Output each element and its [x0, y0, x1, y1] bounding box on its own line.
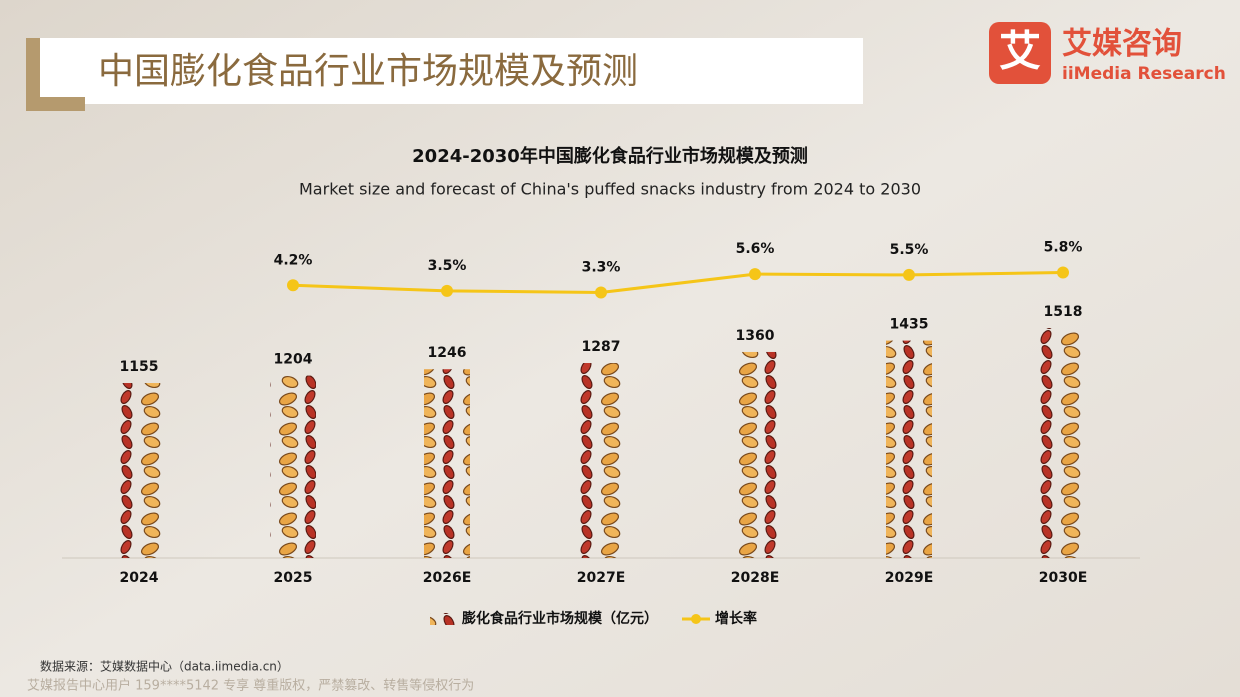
- growth-point: [903, 268, 915, 281]
- x-tick-label: 2028E: [731, 570, 780, 586]
- data-label: 3.3%: [582, 259, 621, 275]
- header-title: 中国膨化食品行业市场规模及预测: [98, 51, 638, 92]
- growth-point: [749, 268, 761, 281]
- header-corner: [26, 38, 85, 111]
- bar: [116, 383, 162, 558]
- data-label: 1518: [1044, 304, 1083, 320]
- x-tick-label: 2026E: [423, 570, 472, 586]
- x-tick-label: 2024: [120, 570, 159, 586]
- data-label: 3.5%: [428, 258, 467, 274]
- watermark: 艾媒报告中心用户 159****5142 专享 尊重版权，严禁篡改、转售等侵权行…: [27, 678, 474, 694]
- data-label: 1287: [582, 339, 621, 355]
- data-label: 4.2%: [274, 252, 313, 268]
- data-label: 1155: [120, 359, 159, 375]
- growth-point: [1057, 266, 1069, 279]
- legend-icon: [430, 613, 456, 625]
- legend-icon: [691, 614, 701, 624]
- data-label: 5.5%: [890, 242, 929, 258]
- growth-point: [595, 286, 607, 299]
- source: 数据来源：艾媒数据中心（data.iimedia.cn）: [40, 659, 289, 674]
- logo-english: iiMedia Research: [1062, 64, 1226, 84]
- chart-title: 2024-2030年中国膨化食品行业市场规模及预测: [412, 145, 808, 167]
- x-tick-label: 2025: [274, 570, 313, 586]
- growth-point: [441, 284, 453, 297]
- header-band: [33, 38, 863, 104]
- bar: [886, 340, 932, 558]
- chart-subtitle: Market size and forecast of China's puff…: [299, 180, 921, 199]
- growth-point: [287, 279, 299, 292]
- data-label: 1246: [428, 345, 467, 361]
- bar: [1040, 328, 1086, 558]
- bar: [270, 375, 316, 558]
- growth-line: [292, 271, 1064, 294]
- logo-name: 艾媒咨询: [1062, 27, 1182, 62]
- bar: [732, 351, 778, 558]
- x-tick-label: 2030E: [1039, 570, 1088, 586]
- logo-mark: 艾: [999, 27, 1041, 76]
- data-label: 1204: [274, 352, 313, 368]
- logo-box: [989, 22, 1051, 84]
- x-tick-label: 2029E: [885, 570, 934, 586]
- legend-label: 增长率: [715, 610, 757, 627]
- data-label: 1360: [736, 328, 775, 344]
- bar: [424, 369, 470, 558]
- data-label: 1435: [890, 317, 929, 333]
- data-label: 5.8%: [1044, 240, 1083, 256]
- data-label: 5.6%: [736, 241, 775, 257]
- bar: [578, 363, 624, 558]
- legend-label: 膨化食品行业市场规模（亿元）: [462, 610, 658, 627]
- x-tick-label: 2027E: [577, 570, 626, 586]
